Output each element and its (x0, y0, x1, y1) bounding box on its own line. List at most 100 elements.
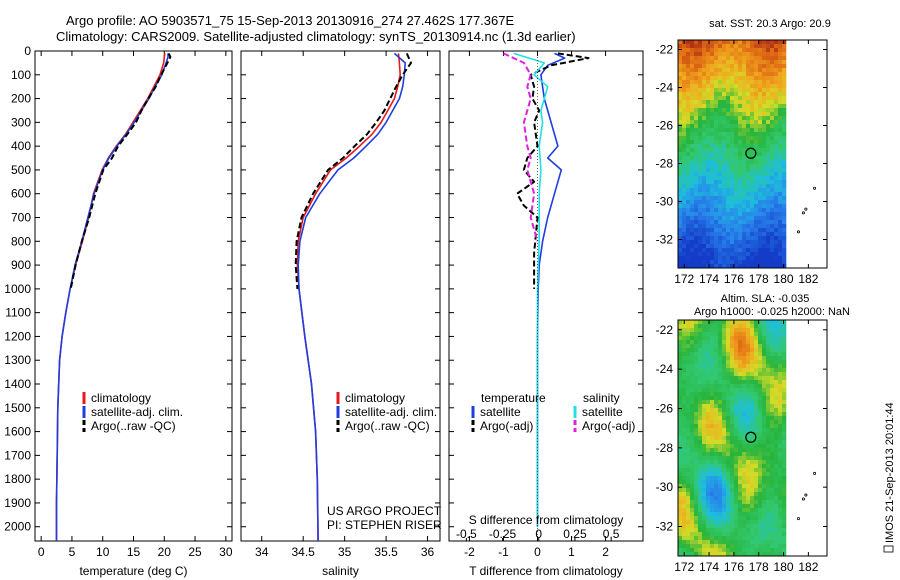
heatmap-cell (746, 248, 751, 253)
heatmap-cell (690, 460, 695, 465)
heatmap-cell (714, 396, 719, 401)
heatmap-cell (682, 444, 687, 449)
heatmap-cell (738, 256, 743, 261)
heatmap-cell (774, 224, 779, 229)
heatmap-cell (682, 436, 687, 441)
heatmap-cell (742, 68, 747, 73)
heatmap-cell (770, 68, 775, 73)
heatmap-cell (742, 160, 747, 165)
heatmap-cell (770, 412, 775, 417)
heatmap-cell (778, 184, 783, 189)
heatmap-cell (782, 212, 787, 217)
heatmap-cell (730, 400, 735, 405)
heatmap-cell (738, 60, 743, 65)
heatmap-cell (730, 508, 735, 513)
y-tick-label: -26 (656, 119, 674, 133)
heatmap-cell (686, 260, 691, 265)
heatmap-cell (742, 376, 747, 381)
heatmap-cell (710, 448, 715, 453)
heatmap-cell (734, 164, 739, 169)
heatmap-cell (774, 68, 779, 73)
heatmap-cell (686, 96, 691, 101)
heatmap-cell (702, 364, 707, 369)
heatmap-cell (774, 128, 779, 133)
heatmap-cell (758, 160, 763, 165)
heatmap-cell (778, 200, 783, 205)
heatmap-cell (722, 236, 727, 241)
heatmap-cell (694, 408, 699, 413)
heatmap-cell (682, 476, 687, 481)
heatmap-cell (782, 524, 787, 529)
heatmap-cell (766, 360, 771, 365)
heatmap-cell (706, 236, 711, 241)
heatmap-cell (778, 52, 783, 57)
heatmap-cell (682, 64, 687, 69)
heatmap-cell (726, 320, 731, 325)
heatmap-cell (710, 140, 715, 145)
project-credit: US ARGO PROJECT (327, 504, 442, 518)
heatmap-cell (742, 496, 747, 501)
heatmap-cell (726, 100, 731, 105)
heatmap-cell (742, 252, 747, 257)
heatmap-cell (698, 464, 703, 469)
heatmap-cell (706, 360, 711, 365)
heatmap-cell (738, 260, 743, 265)
heatmap-cell (682, 412, 687, 417)
heatmap-cell (778, 420, 783, 425)
heatmap-cell (690, 228, 695, 233)
heatmap-cell (682, 416, 687, 421)
heatmap-cell (770, 460, 775, 465)
heatmap-cell (762, 480, 767, 485)
heatmap-cell (754, 532, 759, 537)
heatmap-cell (726, 140, 731, 145)
heatmap-cell (754, 528, 759, 533)
heatmap-cell (698, 172, 703, 177)
heatmap-cell (778, 160, 783, 165)
heatmap-cell (702, 80, 707, 85)
heatmap-cell (774, 396, 779, 401)
heatmap-cell (746, 368, 751, 373)
heatmap-cell (726, 336, 731, 341)
heatmap-cell (778, 112, 783, 117)
heatmap-cell (718, 220, 723, 225)
heatmap-cell (762, 484, 767, 489)
heatmap-cell (726, 552, 731, 556)
heatmap-cell (710, 544, 715, 549)
heatmap-cell (702, 252, 707, 257)
heatmap-cell (766, 488, 771, 493)
heatmap-cell (754, 128, 759, 133)
heatmap-cell (766, 152, 771, 157)
heatmap-cell (774, 392, 779, 397)
heatmap-cell (778, 388, 783, 393)
heatmap-cell (750, 324, 755, 329)
heatmap-cell (706, 244, 711, 249)
heatmap-cell (714, 496, 719, 501)
heatmap-cell (782, 384, 787, 389)
salinity-legend: climatology satellite-adj. clim. Argo(..… (327, 391, 442, 532)
heatmap-cell (686, 392, 691, 397)
heatmap-cell (682, 212, 687, 217)
heatmap-cell (682, 424, 687, 429)
heatmap-cell (678, 124, 683, 129)
heatmap-cell (686, 184, 691, 189)
heatmap-cell (766, 172, 771, 177)
heatmap-cell (706, 352, 711, 357)
heatmap-cell (766, 220, 771, 225)
heatmap-cell (750, 496, 755, 501)
heatmap-cell (758, 420, 763, 425)
heatmap-cell (746, 236, 751, 241)
heatmap-cell (774, 328, 779, 333)
heatmap-cell (726, 488, 731, 493)
heatmap-cell (678, 468, 683, 473)
heatmap-cell (750, 212, 755, 217)
heatmap-cell (734, 548, 739, 553)
heatmap-cell (770, 532, 775, 537)
y-tick-label: -28 (656, 157, 674, 171)
heatmap-cell (762, 232, 767, 237)
heatmap-cell (750, 80, 755, 85)
heatmap-cell (774, 332, 779, 337)
heatmap-cell (690, 480, 695, 485)
heatmap-cell (678, 92, 683, 97)
heatmap-cell (734, 100, 739, 105)
